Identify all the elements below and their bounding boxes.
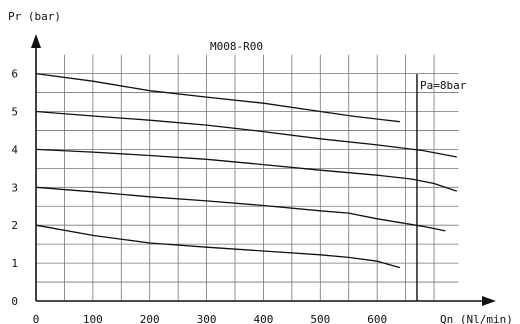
- x-tick-label: 400: [254, 313, 274, 324]
- x-tick-label: 600: [367, 313, 387, 324]
- chart-title: M008-R00: [210, 40, 263, 53]
- y-axis-label: Pr (bar): [8, 10, 61, 23]
- x-tick-label: 100: [83, 313, 103, 324]
- x-axis-arrow: [482, 296, 496, 306]
- axes: [31, 34, 496, 306]
- y-tick-label: 0: [11, 295, 18, 308]
- y-tick-label: 2: [11, 219, 18, 232]
- y-tick-label: 5: [11, 106, 18, 119]
- x-tick-label: 300: [197, 313, 217, 324]
- tick-labels: 0 100 200 300 400 500 600 0 1 2 3 4 5 6: [11, 68, 387, 324]
- x-tick-label: 0: [33, 313, 40, 324]
- series-line-4: [35, 186, 446, 232]
- series-line-5: [35, 224, 401, 269]
- y-axis-arrow: [31, 34, 41, 48]
- pressure-annotation: Pa=8bar: [420, 79, 467, 92]
- x-tick-label: 200: [140, 313, 160, 324]
- series-line-2: [35, 110, 457, 158]
- x-axis-label: Qn (Nl/min): [440, 313, 513, 324]
- series-line-3: [35, 148, 458, 192]
- y-tick-label: 4: [11, 143, 18, 156]
- series-line-1: [35, 72, 400, 123]
- x-tick-label: 500: [310, 313, 330, 324]
- series-group: [35, 72, 458, 269]
- y-tick-label: 1: [11, 257, 18, 270]
- y-tick-label: 6: [11, 68, 18, 81]
- y-tick-label: 3: [11, 181, 18, 194]
